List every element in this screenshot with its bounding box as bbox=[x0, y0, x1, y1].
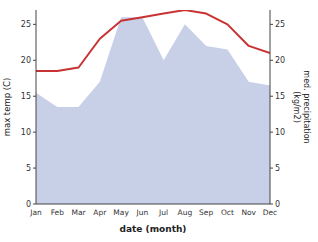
x-tick-label: Sep bbox=[199, 208, 213, 217]
x-tick-label: Oct bbox=[221, 208, 234, 217]
x-tick-label: Aug bbox=[178, 208, 193, 217]
x-tick-label: Dec bbox=[263, 208, 278, 217]
y-tick bbox=[33, 168, 36, 169]
chart: 05101520250510152025JanFebMarAprMayJunJu… bbox=[0, 0, 318, 242]
x-axis-label: date (month) bbox=[120, 224, 187, 234]
y-tick bbox=[33, 132, 36, 133]
x-tick-label: Apr bbox=[93, 208, 107, 217]
y2-axis-label-line: med. precipitation bbox=[302, 70, 311, 143]
x-tick-label: Nov bbox=[241, 208, 256, 217]
y-tick bbox=[33, 204, 36, 205]
y2-tick bbox=[270, 96, 273, 97]
y2-tick-label: 10 bbox=[275, 128, 285, 137]
y-axis-label: max temp (C) bbox=[2, 78, 12, 137]
y2-tick-label: 25 bbox=[275, 20, 285, 29]
x-axis bbox=[36, 204, 270, 205]
y2-tick bbox=[270, 132, 273, 133]
x-tick-label: May bbox=[113, 208, 129, 217]
y-tick-label: 15 bbox=[21, 92, 31, 101]
y2-tick-label: 20 bbox=[275, 56, 285, 65]
y-tick-label: 5 bbox=[26, 164, 31, 173]
y2-tick bbox=[270, 168, 273, 169]
precipitation-area bbox=[36, 17, 270, 204]
right-axis bbox=[270, 10, 271, 204]
x-tick-label: Jan bbox=[29, 208, 42, 217]
y2-axis-label-line: (kg/m2) bbox=[292, 91, 301, 123]
y2-tick bbox=[270, 204, 273, 205]
y2-tick-label: 5 bbox=[275, 164, 280, 173]
y2-tick bbox=[270, 24, 273, 25]
x-tick-label: Feb bbox=[51, 208, 65, 217]
y-tick bbox=[33, 96, 36, 97]
plot-area bbox=[36, 10, 270, 204]
y-tick-label: 20 bbox=[21, 56, 31, 65]
y-tick bbox=[33, 24, 36, 25]
x-tick-label: Jun bbox=[136, 208, 149, 217]
x-tick-label: Jul bbox=[158, 208, 168, 217]
y2-tick-label: 15 bbox=[275, 92, 285, 101]
x-tick-label: Mar bbox=[71, 208, 86, 217]
left-axis bbox=[36, 10, 37, 204]
y-tick-label: 10 bbox=[21, 128, 31, 137]
y-tick bbox=[33, 60, 36, 61]
y-tick-label: 25 bbox=[21, 20, 31, 29]
temperature-line bbox=[36, 10, 270, 71]
y2-tick bbox=[270, 60, 273, 61]
y2-axis-label: med. precipitation(kg/m2) bbox=[292, 70, 311, 143]
